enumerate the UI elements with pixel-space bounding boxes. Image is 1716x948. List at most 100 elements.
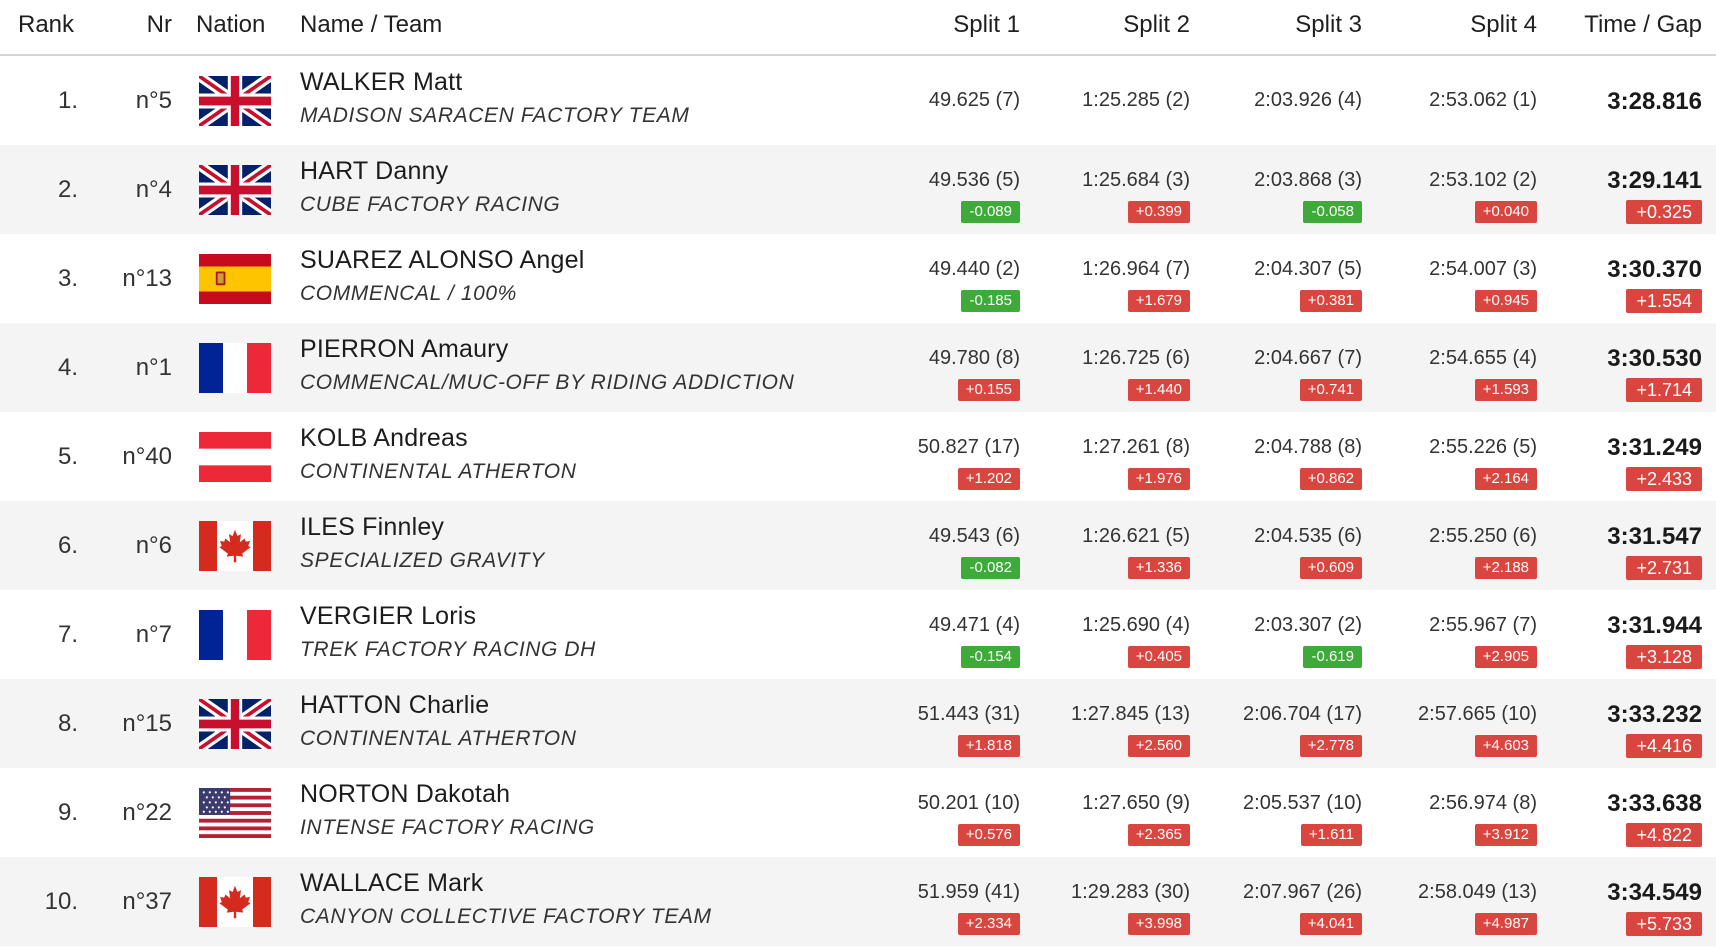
gap-badge: +1.554 xyxy=(1626,289,1702,313)
split-4-diff-badge: +2.905 xyxy=(1474,646,1537,668)
team-name: SPECIALIZED GRAVITY xyxy=(300,549,545,572)
split-3-time: 2:04.788 (8) xyxy=(1254,436,1362,458)
split-4-time: 2:55.226 (5) xyxy=(1429,436,1537,458)
finish-time: 3:31.547 xyxy=(1607,523,1702,550)
france-flag-icon xyxy=(199,343,271,393)
split-1-diff-badge: -0.082 xyxy=(961,557,1020,579)
table-row[interactable]: 9. n°22 NORTON Dakotah INTENSE FACTORY RACI… xyxy=(0,768,1716,857)
table-body: 1. n°5 WALKER Matt MADISON SARACEN FACTORY … xyxy=(0,56,1716,946)
rider-name[interactable]: KOLB Andreas xyxy=(300,424,468,452)
rider-name[interactable]: VERGIER Loris xyxy=(300,602,477,630)
header-name-team[interactable]: Name / Team xyxy=(300,11,443,38)
bib-number-cell: n°6 xyxy=(135,532,172,559)
split-4-time: 2:58.049 (13) xyxy=(1418,881,1537,903)
usa-flag-icon xyxy=(199,788,271,838)
split-2-time: 1:26.964 (7) xyxy=(1082,258,1190,280)
gap-badge: +2.731 xyxy=(1626,556,1702,580)
split-3-diff-badge: +0.609 xyxy=(1299,557,1362,579)
gap-badge: +1.714 xyxy=(1626,378,1702,402)
split-4-time: 2:53.062 (1) xyxy=(1429,89,1537,111)
bib-number-cell: n°4 xyxy=(135,176,172,203)
team-name: CUBE FACTORY RACING xyxy=(300,193,561,216)
header-split-3[interactable]: Split 3 xyxy=(1295,11,1362,38)
header-split-2[interactable]: Split 2 xyxy=(1123,11,1190,38)
split-3-diff-badge: +1.611 xyxy=(1300,824,1362,846)
split-1-diff-badge: +1.202 xyxy=(957,468,1020,490)
split-2-diff-badge: +2.365 xyxy=(1127,824,1190,846)
header-split-1[interactable]: Split 1 xyxy=(953,11,1020,38)
split-1-diff-badge: -0.185 xyxy=(961,290,1020,312)
table-row[interactable]: 6. n°6 ILES Finnley SPECIALIZED GRAVITY 49.5… xyxy=(0,501,1716,590)
rider-name[interactable]: PIERRON Amaury xyxy=(300,335,509,363)
bib-number-cell: n°40 xyxy=(122,443,172,470)
bib-number-cell: n°22 xyxy=(122,799,172,826)
split-4-diff-badge: +3.912 xyxy=(1474,824,1537,846)
rank-cell: 7. xyxy=(57,621,78,648)
header-time-gap[interactable]: Time / Gap xyxy=(1584,11,1702,38)
team-name: TREK FACTORY RACING DH xyxy=(300,638,596,661)
split-4-diff-badge: +0.040 xyxy=(1474,201,1537,223)
austria-flag-icon xyxy=(199,432,271,482)
table-row[interactable]: 1. n°5 WALKER Matt MADISON SARACEN FACTORY … xyxy=(0,56,1716,145)
split-1-time: 51.959 (41) xyxy=(917,881,1020,903)
table-row[interactable]: 10. n°37 WALLACE Mark CANYON COLLECTIVE FAC… xyxy=(0,857,1716,946)
finish-time: 3:34.549 xyxy=(1607,879,1702,906)
header-rank[interactable]: Rank xyxy=(18,11,75,38)
rider-name[interactable]: HATTON Charlie xyxy=(300,691,490,719)
gap-badge: +4.416 xyxy=(1626,734,1702,758)
split-3-diff-badge: -0.058 xyxy=(1303,201,1362,223)
split-2-diff-badge: +3.998 xyxy=(1127,913,1190,935)
rider-name[interactable]: ILES Finnley xyxy=(300,513,445,541)
split-2-time: 1:25.684 (3) xyxy=(1082,169,1190,191)
uk-flag-icon xyxy=(199,165,271,215)
split-3-time: 2:04.535 (6) xyxy=(1254,525,1362,547)
split-1-diff-badge: +1.818 xyxy=(957,735,1020,757)
split-1-diff-badge: +0.155 xyxy=(957,379,1020,401)
rider-name[interactable]: HART Danny xyxy=(300,157,449,185)
split-2-diff-badge: +0.405 xyxy=(1127,646,1190,668)
split-2-diff-badge: +2.560 xyxy=(1127,735,1190,757)
split-4-diff-badge: +1.593 xyxy=(1474,379,1537,401)
rider-name[interactable]: WALKER Matt xyxy=(300,68,463,96)
split-2-time: 1:26.725 (6) xyxy=(1082,347,1190,369)
split-1-diff-badge: +2.334 xyxy=(957,913,1020,935)
split-2-time: 1:29.283 (30) xyxy=(1071,881,1190,903)
split-3-time: 2:03.926 (4) xyxy=(1254,89,1362,111)
table-row[interactable]: 2. n°4 HART Danny CUBE FACTORY RACING 49.536… xyxy=(0,145,1716,234)
gap-badge: +3.128 xyxy=(1626,645,1702,669)
split-1-diff-badge: -0.089 xyxy=(961,201,1020,223)
table-row[interactable]: 5. n°40 KOLB Andreas CONTINENTAL ATHERTON 50… xyxy=(0,412,1716,501)
split-3-diff-badge: +0.741 xyxy=(1299,379,1362,401)
rank-cell: 8. xyxy=(57,710,78,737)
uk-flag-icon xyxy=(199,699,271,749)
rider-name[interactable]: NORTON Dakotah xyxy=(300,780,511,808)
team-name: COMMENCAL / 100% xyxy=(300,282,517,305)
split-3-time: 2:03.307 (2) xyxy=(1254,614,1362,636)
rider-name[interactable]: SUAREZ ALONSO Angel xyxy=(300,246,585,274)
header-nr[interactable]: Nr xyxy=(146,11,172,38)
gap-badge: +2.433 xyxy=(1626,467,1702,491)
finish-time: 3:31.249 xyxy=(1607,434,1702,461)
split-4-time: 2:53.102 (2) xyxy=(1429,169,1537,191)
split-2-diff-badge: +1.679 xyxy=(1127,290,1190,312)
header-split-4[interactable]: Split 4 xyxy=(1470,11,1537,38)
finish-time: 3:28.816 xyxy=(1607,88,1702,115)
rank-cell: 1. xyxy=(57,87,78,114)
split-2-time: 1:27.261 (8) xyxy=(1082,436,1190,458)
gap-badge: +4.822 xyxy=(1626,823,1702,847)
header-nation[interactable]: Nation xyxy=(196,11,266,38)
table-row[interactable]: 3. n°13 SUAREZ ALONSO Angel COMMENCAL / 100… xyxy=(0,234,1716,323)
split-1-time: 49.471 (4) xyxy=(928,614,1020,636)
table-row[interactable]: 7. n°7 VERGIER Loris TREK FACTORY RACING DH… xyxy=(0,590,1716,679)
split-2-time: 1:25.285 (2) xyxy=(1082,89,1190,111)
split-2-time: 1:27.650 (9) xyxy=(1082,792,1190,814)
rank-cell: 9. xyxy=(57,799,78,826)
rank-cell: 3. xyxy=(57,265,78,292)
rank-cell: 4. xyxy=(57,354,78,381)
table-row[interactable]: 4. n°1 PIERRON Amaury COMMENCAL/MUC-OFF BY … xyxy=(0,323,1716,412)
split-3-diff-badge: +0.862 xyxy=(1299,468,1362,490)
split-3-diff-badge: -0.619 xyxy=(1303,646,1362,668)
rider-name[interactable]: WALLACE Mark xyxy=(300,869,484,897)
table-row[interactable]: 8. n°15 HATTON Charlie CONTINENTAL ATHERTON… xyxy=(0,679,1716,768)
